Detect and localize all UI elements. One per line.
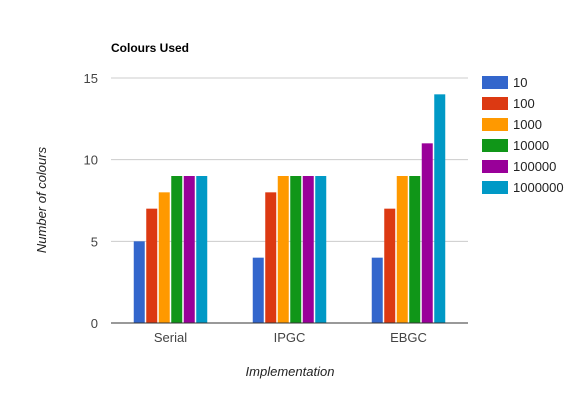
legend-label: 1000000 bbox=[513, 180, 564, 195]
bar-ipgc-1000000 bbox=[315, 176, 327, 323]
bar-serial-10000 bbox=[171, 176, 183, 323]
legend-label: 100000 bbox=[513, 159, 556, 174]
bar-serial-100 bbox=[146, 208, 158, 323]
legend: 10 100 1000 10000 100000 1000000 bbox=[482, 75, 564, 195]
y-tick-label: 10 bbox=[84, 153, 98, 168]
bar-ebgc-100 bbox=[384, 208, 396, 323]
bar-ebgc-1000 bbox=[396, 176, 408, 323]
y-tick-label: 15 bbox=[84, 71, 98, 86]
x-tick-label: EBGC bbox=[390, 330, 427, 345]
legend-swatch bbox=[482, 181, 508, 194]
bar-ipgc-100000 bbox=[302, 176, 314, 323]
legend-swatch bbox=[482, 97, 508, 110]
y-tick-label: 5 bbox=[91, 234, 98, 249]
bar-ebgc-1000000 bbox=[434, 94, 446, 323]
chart-title: Colours Used bbox=[111, 41, 189, 55]
y-axis-label: Number of colours bbox=[34, 146, 49, 253]
bar-serial-100000 bbox=[183, 176, 195, 323]
y-tick-label: 0 bbox=[91, 316, 98, 331]
legend-swatch bbox=[482, 118, 508, 131]
bar-ebgc-10 bbox=[371, 257, 383, 323]
legend-label: 100 bbox=[513, 96, 535, 111]
bars bbox=[133, 94, 446, 323]
bar-ipgc-1000 bbox=[277, 176, 289, 323]
legend-label: 10 bbox=[513, 75, 527, 90]
bar-ebgc-100000 bbox=[421, 143, 433, 323]
x-axis-label: Implementation bbox=[246, 364, 335, 379]
bar-ebgc-10000 bbox=[409, 176, 421, 323]
x-tick-label: Serial bbox=[154, 330, 187, 345]
grid bbox=[111, 77, 468, 242]
legend-label: 1000 bbox=[513, 117, 542, 132]
legend-swatch bbox=[482, 160, 508, 173]
legend-swatch bbox=[482, 76, 508, 89]
bar-serial-1000000 bbox=[196, 176, 208, 323]
bar-serial-1000 bbox=[158, 192, 170, 323]
legend-swatch bbox=[482, 139, 508, 152]
bar-serial-10 bbox=[133, 241, 145, 323]
x-tick-label: IPGC bbox=[274, 330, 306, 345]
bar-ipgc-100 bbox=[265, 192, 277, 323]
y-axis-ticks: 0 5 10 15 bbox=[84, 71, 98, 331]
x-axis-ticks: Serial IPGC EBGC bbox=[154, 330, 427, 345]
legend-label: 10000 bbox=[513, 138, 549, 153]
bar-ipgc-10 bbox=[252, 257, 264, 323]
bar-ipgc-10000 bbox=[290, 176, 302, 323]
